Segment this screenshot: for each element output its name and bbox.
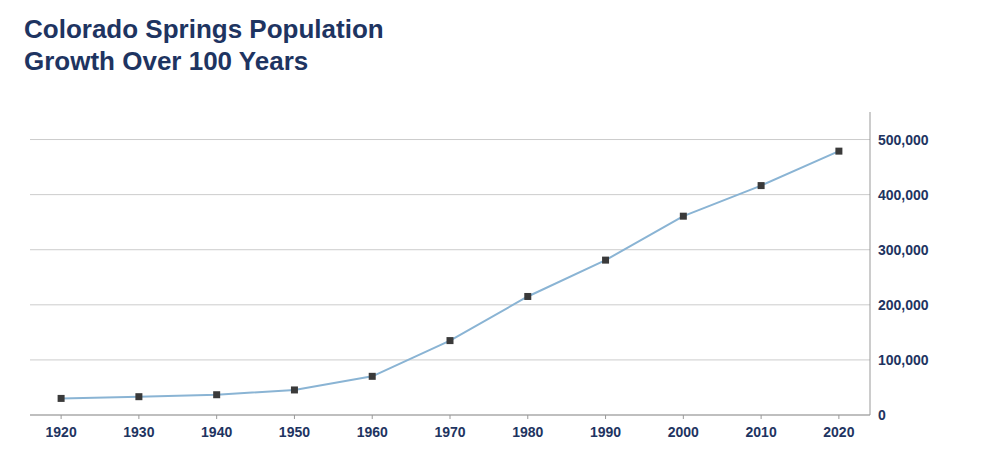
y-tick-label: 0 [878, 407, 886, 423]
x-tick [527, 415, 528, 419]
x-tick [372, 415, 373, 419]
chart: Colorado Springs PopulationGrowth Over 1… [0, 0, 1000, 467]
grid-line [30, 194, 870, 195]
x-tick-label: 1960 [357, 424, 388, 440]
x-tick [61, 415, 62, 419]
x-tick-label: 1950 [279, 424, 310, 440]
marker [680, 213, 687, 220]
x-tick [683, 415, 684, 419]
data-group [58, 148, 843, 402]
x-tick-label: 2020 [823, 424, 854, 440]
x-tick-label: 1920 [46, 424, 77, 440]
y-tick-label: 400,000 [878, 187, 929, 203]
marker [213, 391, 220, 398]
subtitle: Growth Over 100 Years [24, 46, 308, 76]
y-axis-line [870, 112, 871, 415]
grid-line [30, 359, 870, 360]
x-tick-label: 1930 [123, 424, 154, 440]
x-tick [294, 415, 295, 419]
x-tick-label: 1980 [512, 424, 543, 440]
y-tick-label: 500,000 [878, 132, 929, 148]
x-tick [138, 415, 139, 419]
marker [835, 148, 842, 155]
grid-line [30, 304, 870, 305]
y-tick-label: 200,000 [878, 297, 929, 313]
x-tick [838, 415, 839, 419]
line [61, 151, 839, 398]
grid [30, 140, 870, 415]
x-tick [761, 415, 762, 419]
x-tick [216, 415, 217, 419]
x-tick-label: 1990 [590, 424, 621, 440]
x-tick [450, 415, 451, 419]
marker [758, 182, 765, 189]
y-tick-label: 300,000 [878, 242, 929, 258]
x-tick-label: 2000 [668, 424, 699, 440]
x-tick [605, 415, 606, 419]
marker [291, 386, 298, 393]
marker [602, 257, 609, 264]
x-tick-label: 1970 [434, 424, 465, 440]
y-tick-label: 100,000 [878, 352, 929, 368]
marker [447, 337, 454, 344]
marker [135, 393, 142, 400]
grid-line [30, 139, 870, 140]
marker [524, 293, 531, 300]
grid-line [30, 249, 870, 250]
title: Colorado Springs Population [24, 14, 384, 44]
marker [58, 395, 65, 402]
marker [369, 373, 376, 380]
x-tick-label: 2010 [746, 424, 777, 440]
x-tick-label: 1940 [201, 424, 232, 440]
